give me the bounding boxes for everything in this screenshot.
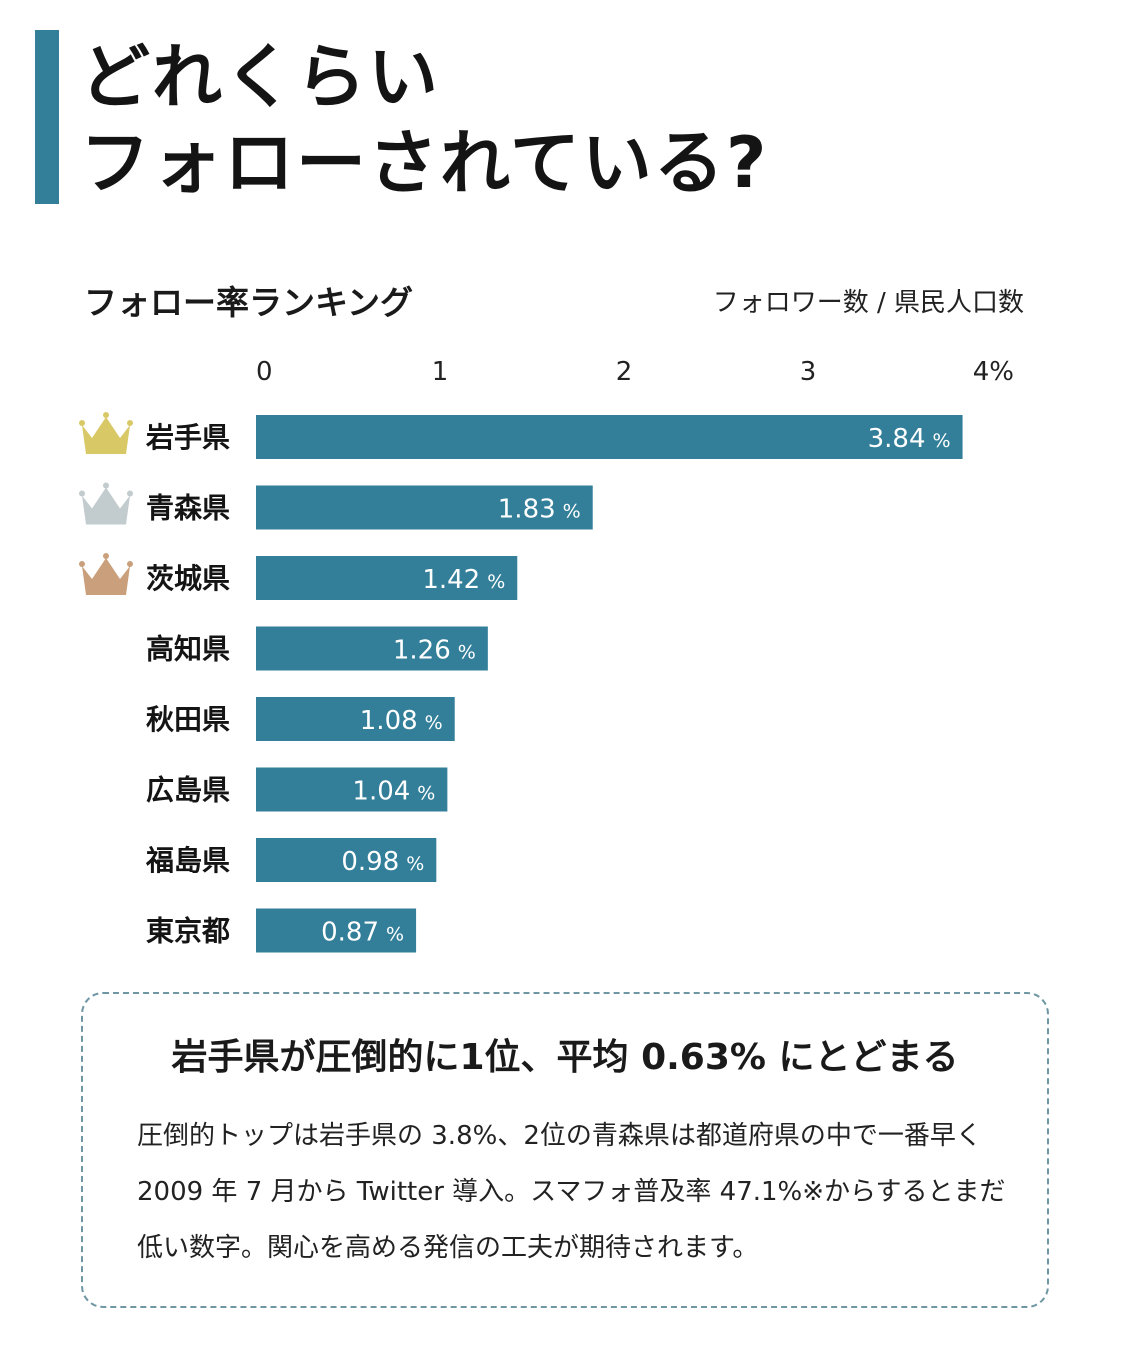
value-label: 0.87% xyxy=(321,918,404,948)
category-label: 秋田県 xyxy=(146,703,230,736)
value-label: 1.08% xyxy=(360,706,443,736)
value-label: 1.42% xyxy=(422,565,505,595)
bar xyxy=(256,767,448,812)
title-accent-bar xyxy=(35,30,59,204)
summary-body: 圧倒的トップは岩手県の 3.8%、2位の青森県は都道府県の中で一番早く 2009… xyxy=(137,1121,1006,1263)
crown-icon-gold xyxy=(79,412,133,454)
category-label: 高知県 xyxy=(146,633,230,666)
value-label: 1.04% xyxy=(352,777,435,807)
x-tick-label: 1 xyxy=(432,357,449,387)
chart-title: フォロー率ランキング xyxy=(84,283,414,322)
bar xyxy=(256,697,455,741)
bar xyxy=(256,908,417,953)
bars xyxy=(256,415,963,953)
page-title: どれくらい フォローされている? xyxy=(80,34,769,206)
category-label: 茨城県 xyxy=(146,562,230,595)
crowns xyxy=(79,412,133,595)
value-label: 1.83% xyxy=(498,495,581,525)
x-tick-label: 2 xyxy=(616,357,633,387)
bar xyxy=(256,556,518,600)
value-label: 0.98% xyxy=(341,847,424,877)
x-axis-ticks: 0 1 2 3 4% xyxy=(256,357,1014,387)
x-tick-label: 4% xyxy=(973,357,1014,387)
category-label: 広島県 xyxy=(146,774,230,807)
bar xyxy=(256,415,963,459)
category-label: 岩手県 xyxy=(145,421,230,454)
summary-heading: 岩手県が圧倒的に1位、平均 0.63% にとどまる xyxy=(171,1037,959,1078)
page-title-line-2: フォローされている? xyxy=(80,122,769,204)
x-tick-label: 0 xyxy=(256,357,273,387)
crown-icon-bronze xyxy=(79,553,133,595)
value-label: 1.26% xyxy=(393,636,476,666)
value-labels: 3.84 % 1.83 % 1.42 % 1.26 % 1.08 % 1.04 % 0.98 % 0.87% xyxy=(321,424,950,948)
unit-note: フォロワー数 / 県民人口数 xyxy=(712,288,1024,318)
category-label: 福島県 xyxy=(145,844,230,877)
crown-icon-silver xyxy=(79,482,133,525)
bar xyxy=(256,485,593,530)
category-label: 東京都 xyxy=(146,915,230,948)
summary-note-box: 岩手県が圧倒的に1位、平均 0.63% にとどまる 圧倒的トップは岩手県の 3.… xyxy=(81,992,1049,1308)
x-tick-label: 3 xyxy=(800,357,817,387)
value-label: 3.84% xyxy=(868,424,951,454)
bar xyxy=(256,838,437,882)
category-label: 青森県 xyxy=(146,492,230,525)
page-title-line-1: どれくらい xyxy=(80,36,440,118)
bar xyxy=(256,626,488,671)
